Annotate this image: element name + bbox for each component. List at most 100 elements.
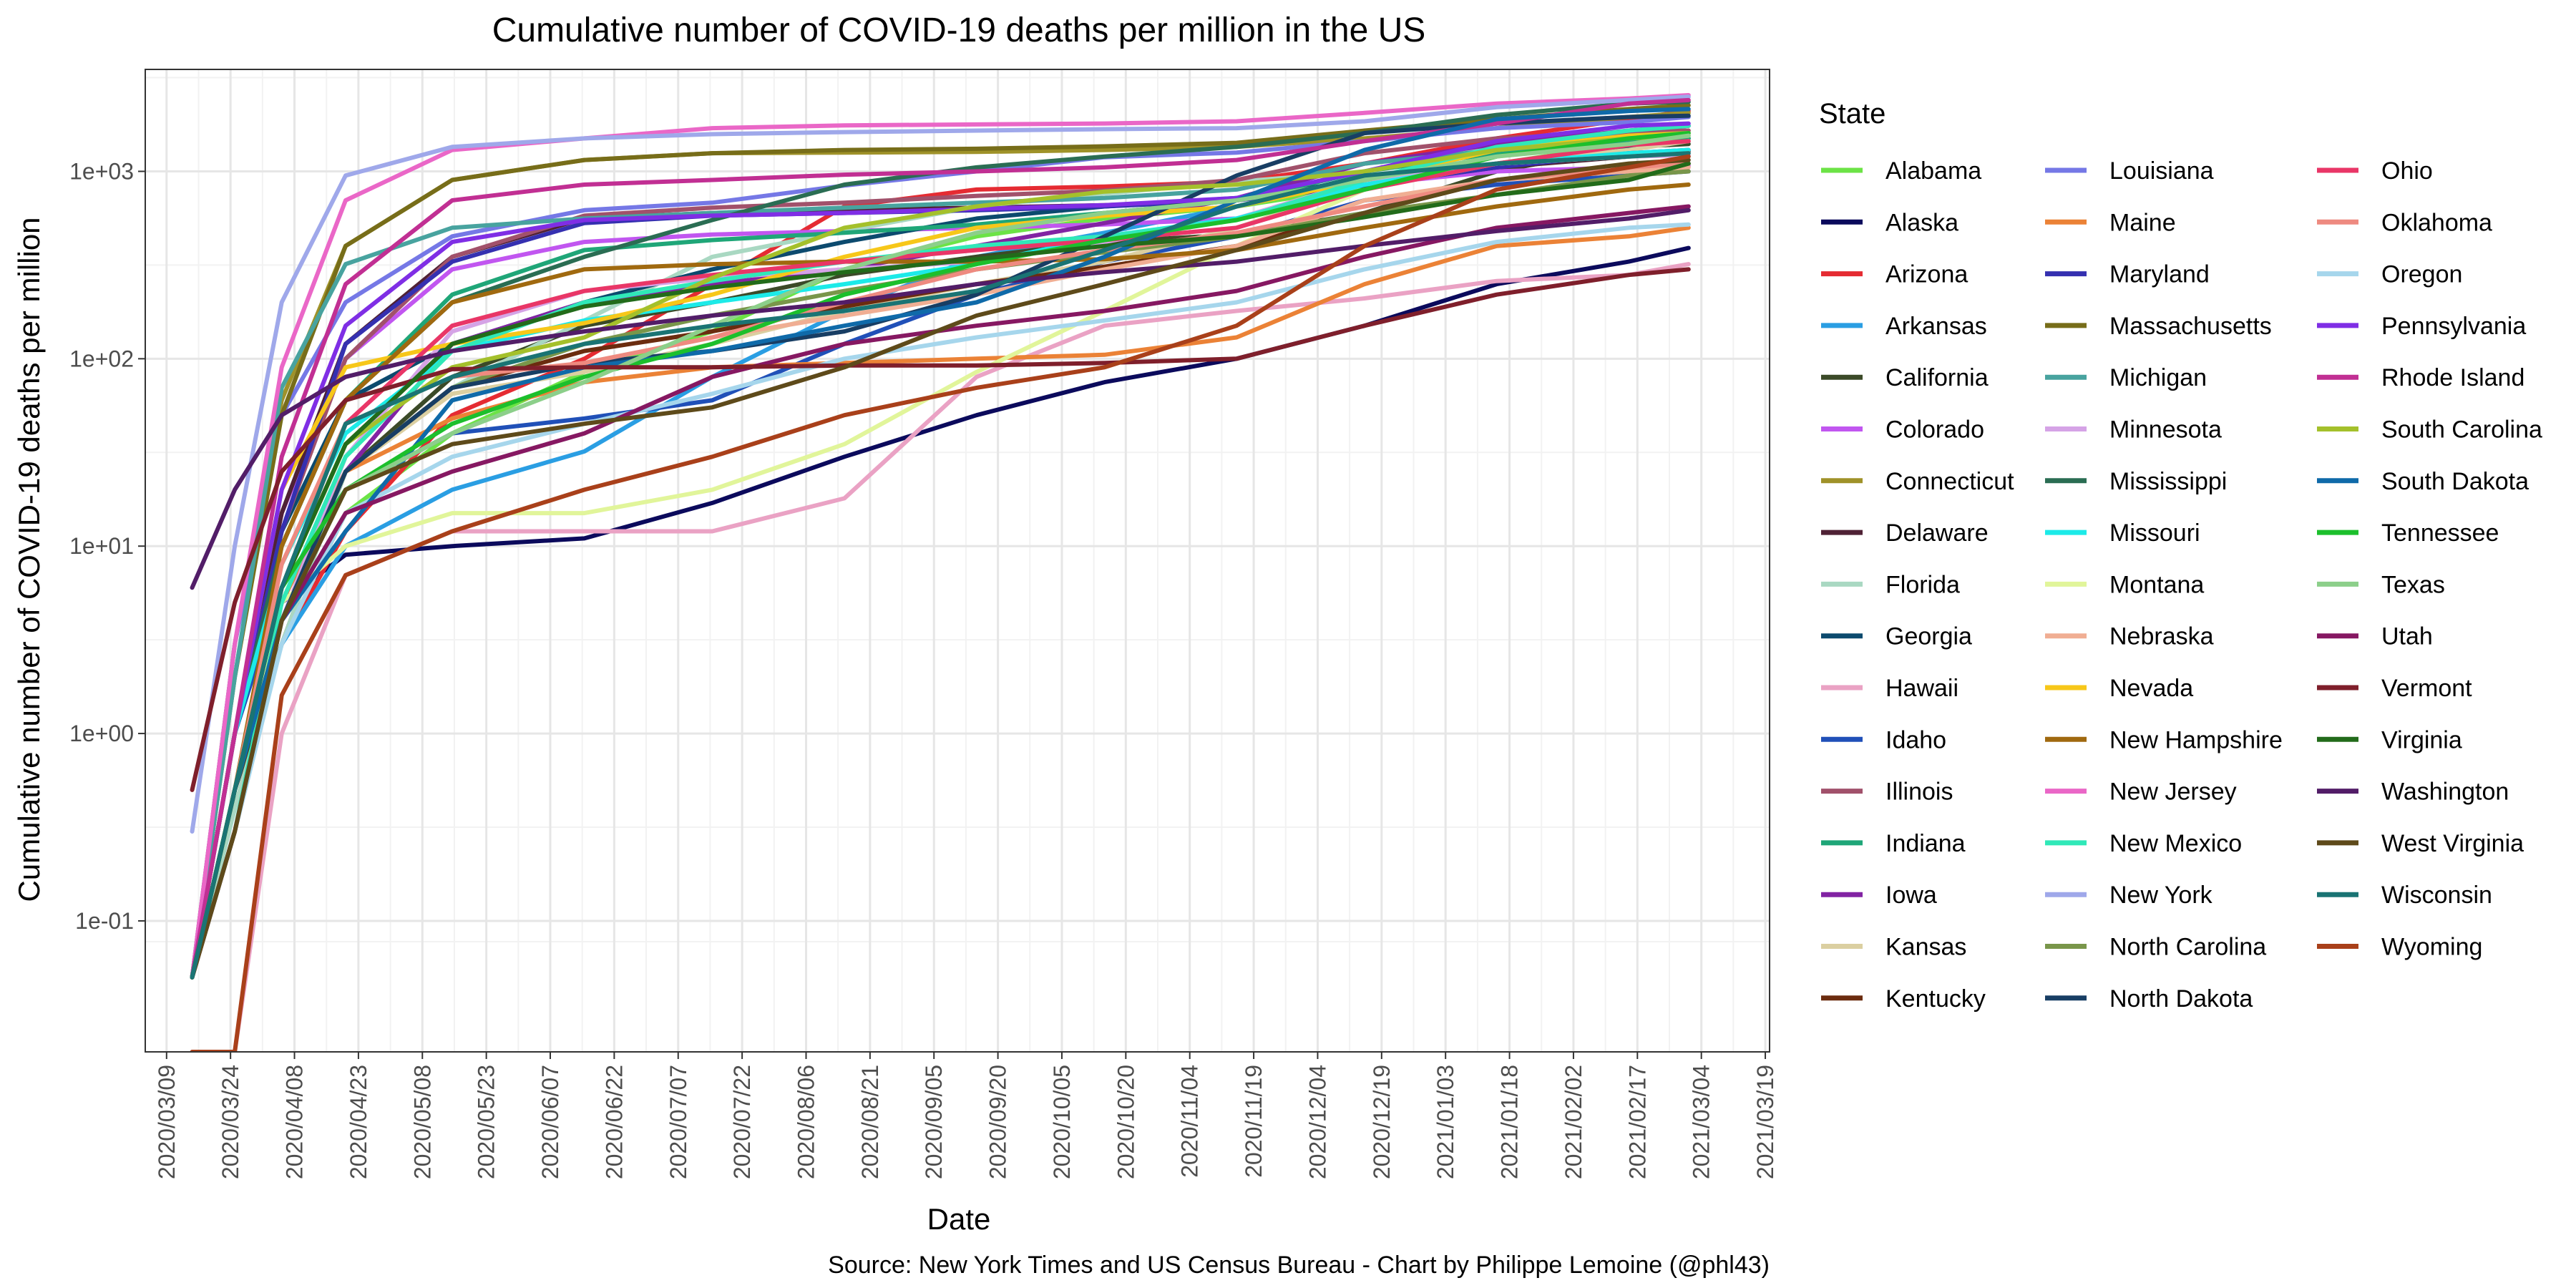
- legend-label: Arkansas: [1885, 313, 1987, 340]
- series-lines: [190, 93, 1691, 1052]
- legend-item: Oklahoma: [2317, 209, 2492, 236]
- legend-item: California: [1821, 364, 1989, 391]
- legend-label: Hawaii: [1885, 675, 1958, 702]
- legend-item: North Carolina: [2045, 934, 2266, 961]
- legend-label: Oregon: [2381, 261, 2462, 288]
- x-tick-label: 2020/11/04: [1177, 1065, 1203, 1178]
- legend-label: Massachusetts: [2109, 313, 2272, 340]
- legend-label: Pennsylvania: [2381, 313, 2526, 340]
- legend-label: Alabama: [1885, 157, 1981, 185]
- legend-item: Washington: [2317, 779, 2509, 806]
- y-axis-title: Cumulative number of COVID-19 deaths per…: [12, 217, 46, 902]
- legend-label: Alaska: [1885, 209, 1958, 236]
- x-tick-label: 2021/01/18: [1497, 1065, 1523, 1179]
- legend-label: Oklahoma: [2381, 209, 2492, 236]
- x-tick-label: 2020/08/06: [793, 1065, 819, 1179]
- legend-item: Utah: [2317, 623, 2433, 650]
- legend-label: North Carolina: [2109, 934, 2266, 961]
- legend-label: Delaware: [1885, 519, 1989, 547]
- legend-title: State: [1819, 98, 1885, 130]
- legend-item: Minnesota: [2045, 416, 2222, 444]
- legend-item: Delaware: [1821, 519, 1989, 547]
- chart-title: Cumulative number of COVID-19 deaths per…: [492, 11, 1426, 49]
- legend-label: Illinois: [1885, 779, 1953, 806]
- legend-label: Connecticut: [1885, 468, 2014, 495]
- legend-item: Michigan: [2045, 364, 2207, 391]
- legend-item: Montana: [2045, 571, 2204, 598]
- legend-label: Washington: [2381, 779, 2509, 806]
- series-line-south-dakota: [190, 107, 1691, 980]
- legend-label: New Jersey: [2109, 779, 2237, 806]
- legend-item: Maryland: [2045, 261, 2210, 288]
- legend-label: Montana: [2109, 571, 2204, 598]
- legend-label: Georgia: [1885, 623, 1972, 650]
- x-tick-label: 2021/02/02: [1561, 1065, 1586, 1179]
- legend-item: Tennessee: [2317, 519, 2499, 547]
- legend-label: Ohio: [2381, 157, 2433, 185]
- legend-item: New Hampshire: [2045, 726, 2283, 753]
- series-line-new-jersey: [190, 93, 1691, 980]
- x-tick-label: 2020/09/05: [921, 1065, 947, 1179]
- legend-item: Vermont: [2317, 675, 2472, 702]
- legend-item: Virginia: [2317, 726, 2462, 753]
- x-tick-label: 2020/03/24: [218, 1065, 243, 1179]
- legend-label: New Mexico: [2109, 830, 2242, 857]
- legend-label: Michigan: [2109, 364, 2207, 391]
- legend-item: Iowa: [1821, 882, 1937, 909]
- x-tick-label: 2020/10/20: [1113, 1065, 1138, 1179]
- legend-item: Connecticut: [1821, 468, 2014, 495]
- legend-item: Mississippi: [2045, 468, 2227, 495]
- legend-label: Iowa: [1885, 882, 1937, 909]
- legend-label: California: [1885, 364, 1989, 391]
- x-tick-label: 2021/01/03: [1433, 1065, 1458, 1179]
- x-tick-label: 2020/12/19: [1369, 1065, 1395, 1179]
- legend-item: Texas: [2317, 571, 2445, 598]
- legend-item: Pennsylvania: [2317, 313, 2526, 340]
- y-tick-label: 1e+01: [69, 533, 134, 559]
- x-axis-title: Date: [927, 1202, 991, 1236]
- y-tick-label: 1e+03: [69, 158, 134, 184]
- plot-panel: [145, 69, 1770, 1053]
- series-line-west-virginia: [190, 157, 1691, 980]
- legend-item: Illinois: [1821, 779, 1953, 806]
- legend-item: Alaska: [1821, 209, 1958, 236]
- legend-label: Nebraska: [2109, 623, 2214, 650]
- legend-item: Hawaii: [1821, 675, 1958, 702]
- legend-item: Georgia: [1821, 623, 1972, 650]
- legend-item: New York: [2045, 882, 2213, 909]
- legend-label: West Virginia: [2381, 830, 2524, 857]
- x-axis: 2020/03/09 2020/03/24 2020/04/08 2020/04/23…: [154, 1052, 1778, 1179]
- legend-item: Arkansas: [1821, 313, 1987, 340]
- legend-label: Louisiana: [2109, 157, 2214, 185]
- series-line-pennsylvania: [190, 121, 1691, 980]
- legend-label: Texas: [2381, 571, 2445, 598]
- x-tick-label: 2021/02/17: [1624, 1065, 1650, 1179]
- legend-item: Nevada: [2045, 675, 2193, 702]
- legend-label: Mississippi: [2109, 468, 2227, 495]
- x-tick-label: 2020/06/22: [601, 1065, 627, 1179]
- x-tick-label: 2020/06/07: [537, 1065, 563, 1179]
- legend-item: Kansas: [1821, 934, 1966, 961]
- x-tick-label: 2020/05/23: [474, 1065, 499, 1179]
- legend-label: Utah: [2381, 623, 2433, 650]
- legend-item: South Carolina: [2317, 416, 2542, 444]
- legend-item: New Mexico: [2045, 830, 2242, 857]
- x-tick-label: 2020/11/19: [1241, 1065, 1267, 1178]
- chart-caption: Source: New York Times and US Census Bur…: [828, 1252, 1770, 1279]
- legend-item: Missouri: [2045, 519, 2200, 547]
- legend-item: Wisconsin: [2317, 882, 2492, 909]
- series-line-hawaii: [190, 262, 1691, 1052]
- legend-item: Wyoming: [2317, 934, 2482, 961]
- y-tick-label: 1e+02: [69, 346, 134, 371]
- series-line-michigan: [190, 131, 1691, 980]
- x-tick-label: 2021/03/19: [1752, 1065, 1778, 1179]
- legend-item: New Jersey: [2045, 779, 2237, 806]
- legend-item: Florida: [1821, 571, 1960, 598]
- x-tick-label: 2021/03/04: [1689, 1065, 1714, 1179]
- series-line-wisconsin: [190, 151, 1691, 980]
- legend-item: West Virginia: [2317, 830, 2524, 857]
- legend-item: Ohio: [2317, 157, 2433, 185]
- x-tick-label: 2020/04/23: [346, 1065, 371, 1179]
- x-tick-label: 2020/07/22: [729, 1065, 755, 1179]
